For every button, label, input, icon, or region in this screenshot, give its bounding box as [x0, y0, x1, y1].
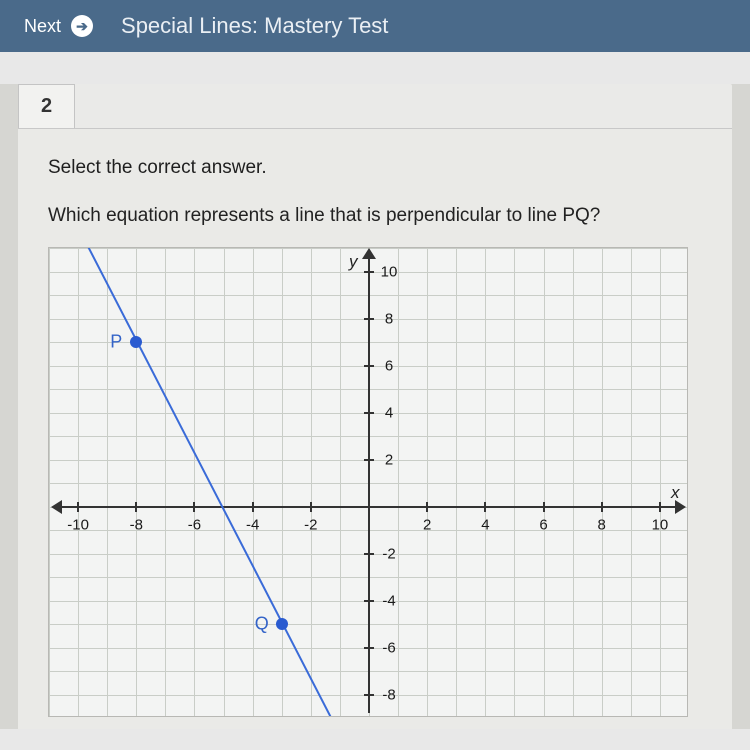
arrow-right-icon: ➔ [71, 15, 93, 37]
instruction-text: Select the correct answer. [48, 157, 702, 179]
page-header: Next ➔ Special Lines: Mastery Test [0, 0, 750, 52]
y-tick-label: 8 [385, 310, 393, 327]
x-tick-label: 4 [481, 516, 489, 533]
point-p [130, 336, 142, 348]
x-tick-label: -6 [188, 516, 201, 533]
y-tick-label: -6 [382, 639, 395, 656]
point-label-p: P [110, 332, 122, 353]
x-tick-label: -4 [246, 516, 259, 533]
next-button[interactable]: Next ➔ [24, 15, 93, 37]
x-tick-label: -2 [304, 516, 317, 533]
y-axis-label: y [349, 252, 358, 272]
x-tick-label: 6 [539, 516, 547, 533]
content-wrapper: 2 Select the correct answer. Which equat… [0, 84, 750, 729]
y-tick-label: 6 [385, 357, 393, 374]
y-tick-label: -4 [382, 592, 395, 609]
question-card: 2 Select the correct answer. Which equat… [18, 84, 732, 729]
page-title-rest: Mastery Test [258, 13, 388, 38]
page-title: Special Lines: Mastery Test [121, 13, 388, 39]
next-button-label: Next [24, 16, 61, 37]
y-tick-label: -2 [382, 545, 395, 562]
page-title-strong: Special Lines: [121, 13, 258, 38]
x-tick-label: 10 [652, 516, 669, 533]
x-tick-label: -8 [130, 516, 143, 533]
question-body: Select the correct answer. Which equatio… [18, 128, 732, 729]
point-q [276, 618, 288, 630]
x-tick-label: 8 [598, 516, 606, 533]
coordinate-graph: y x -10-8-6-4-2246810246810-2-4-6-8PQ [48, 247, 688, 717]
question-text: Which equation represents a line that is… [48, 205, 702, 227]
point-label-q: Q [255, 614, 269, 635]
y-tick-label: 4 [385, 404, 393, 421]
y-tick-label: -8 [382, 686, 395, 703]
x-tick-label: 2 [423, 516, 431, 533]
x-tick-label: -10 [67, 516, 89, 533]
question-number-tab[interactable]: 2 [18, 84, 75, 128]
y-tick-label: 2 [385, 451, 393, 468]
y-tick-label: 10 [381, 263, 398, 280]
